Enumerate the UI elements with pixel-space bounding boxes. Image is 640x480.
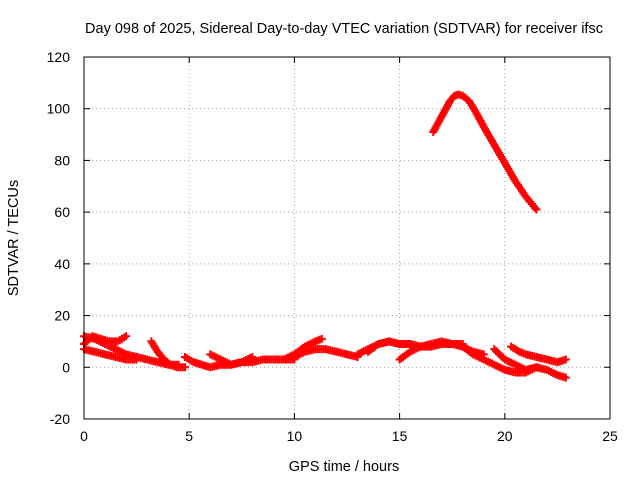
axis-ticks bbox=[83, 56, 611, 420]
x-tick-label: 15 bbox=[392, 428, 408, 444]
plot-frame bbox=[83, 56, 611, 420]
y-tick-label: 80 bbox=[54, 152, 70, 168]
series-5 bbox=[206, 350, 257, 369]
series-2 bbox=[80, 345, 141, 364]
x-tick-label: 10 bbox=[287, 428, 303, 444]
data-point bbox=[561, 355, 570, 364]
y-tick-label: 60 bbox=[54, 204, 70, 220]
x-tick-label: 0 bbox=[80, 428, 88, 444]
chart-title: Day 098 of 2025, Sidereal Day-to-day VTE… bbox=[85, 21, 603, 37]
series-15 bbox=[429, 90, 541, 214]
x-axis-label: GPS time / hours bbox=[289, 459, 399, 475]
y-axis-label: SDTVAR / TECUs bbox=[6, 180, 22, 296]
data-point bbox=[532, 205, 541, 214]
x-tick-label: 25 bbox=[602, 428, 618, 444]
data-point bbox=[122, 332, 131, 341]
series-7 bbox=[290, 345, 362, 361]
data-point bbox=[317, 334, 326, 343]
x-tick-label: 5 bbox=[185, 428, 193, 444]
series-1 bbox=[80, 332, 131, 349]
y-tick-label: 100 bbox=[47, 101, 71, 117]
data-point bbox=[132, 355, 141, 364]
series-14 bbox=[507, 342, 570, 367]
y-tick-label: 40 bbox=[54, 256, 70, 272]
tick-labels: 0 5 10 15 20 25 -20 0 20 40 60 80 100 120 bbox=[47, 49, 618, 444]
data-point bbox=[248, 352, 257, 361]
series-13 bbox=[490, 345, 570, 382]
plot-series bbox=[80, 90, 570, 382]
data-point bbox=[180, 363, 189, 372]
y-tick-label: 120 bbox=[47, 49, 71, 65]
gridlines bbox=[84, 57, 610, 419]
data-point bbox=[561, 373, 570, 382]
series-11 bbox=[406, 337, 467, 351]
x-tick-label: 20 bbox=[497, 428, 513, 444]
series-3 bbox=[147, 337, 189, 372]
y-tick-label: 20 bbox=[54, 308, 70, 324]
y-tick-label: -20 bbox=[50, 411, 70, 427]
y-tick-label: 0 bbox=[62, 359, 70, 375]
